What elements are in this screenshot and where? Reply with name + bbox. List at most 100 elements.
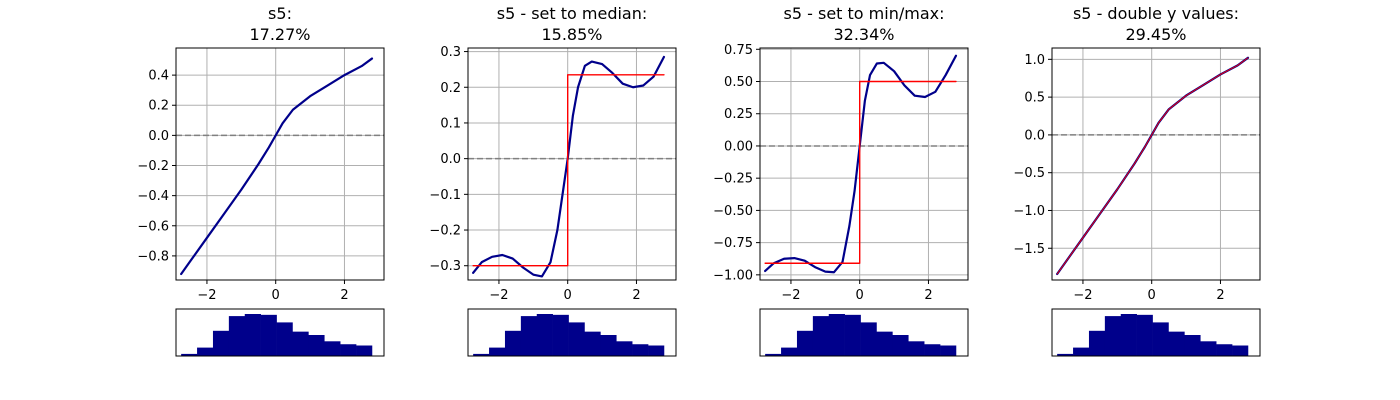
y-tick-label: 0.0 xyxy=(440,152,461,167)
y-tick-label: 0.5 xyxy=(1024,91,1045,106)
curve-line xyxy=(180,57,374,276)
y-tick-label: 0.00 xyxy=(724,139,753,154)
histogram-bar xyxy=(520,316,538,356)
histogram xyxy=(759,308,969,357)
chart-subtitle: 32.34% xyxy=(833,25,894,44)
histogram xyxy=(467,308,677,357)
chart-panel: s5 - set to median: 15.85% −2 0 2 −0.3 −0.2 −0.… xyxy=(429,4,677,357)
plot-frame xyxy=(759,47,969,281)
histogram-bar xyxy=(489,347,506,356)
x-tick-label: 2 xyxy=(632,288,640,303)
histogram-bar xyxy=(292,331,309,356)
histogram-bar xyxy=(1136,314,1153,356)
histogram-bar xyxy=(568,322,585,356)
chart-panel: s5: 17.27% −2 0 2 −0.8 −0.6 −0.4 −0.2 0.0 0.2 0.4 xyxy=(137,4,385,357)
y-tick-label: 0.4 xyxy=(148,69,169,84)
histogram-bar xyxy=(276,322,293,356)
histogram-bar xyxy=(844,314,861,356)
y-tick-label: 0.25 xyxy=(724,107,753,122)
plot-frame xyxy=(1051,47,1261,281)
histogram-bar xyxy=(552,314,569,356)
histogram-bar xyxy=(197,347,214,356)
y-tick-label: 1.0 xyxy=(1024,53,1045,68)
x-tick-label: 0 xyxy=(564,288,572,303)
chart-subtitle: 29.45% xyxy=(1125,25,1186,44)
y-tick-label: −1.0 xyxy=(1013,204,1045,219)
histogram-bar xyxy=(1120,314,1137,356)
histogram xyxy=(175,308,385,357)
histogram-bar xyxy=(473,353,490,356)
histogram-bar xyxy=(1073,347,1090,356)
histogram-bar xyxy=(340,344,357,356)
histogram-bar xyxy=(908,341,925,356)
y-tick-label: −1.00 xyxy=(713,268,753,283)
x-tick-label: 2 xyxy=(924,288,932,303)
y-tick-label: 0.3 xyxy=(440,45,461,60)
plot-frame xyxy=(467,47,677,281)
histogram-bar xyxy=(1200,341,1217,356)
y-tick-label: −0.2 xyxy=(429,224,461,239)
curve-line xyxy=(472,55,666,278)
chart-title: s5: xyxy=(268,4,292,23)
x-tick-label: 0 xyxy=(272,288,280,303)
histogram-frame xyxy=(467,308,677,357)
x-tick-label: 0 xyxy=(1148,288,1156,303)
y-tick-label: −0.75 xyxy=(713,236,753,251)
y-tick-label: 0.2 xyxy=(148,99,169,114)
histogram-bar xyxy=(584,331,601,356)
chart-subtitle: 17.27% xyxy=(249,25,310,44)
chart-title: s5 - set to min/max: xyxy=(784,4,945,23)
chart-subtitle: 15.85% xyxy=(541,25,602,44)
histogram-bar xyxy=(765,353,782,356)
histogram-bar xyxy=(1184,335,1201,356)
histogram-bar xyxy=(308,335,325,356)
histogram-bar xyxy=(812,316,830,356)
x-tick-label: −2 xyxy=(781,288,800,303)
histogram-bar xyxy=(632,344,649,356)
y-tick-label: −0.4 xyxy=(137,189,169,204)
histogram-bar xyxy=(860,322,877,356)
histogram-bar xyxy=(796,330,814,356)
x-tick-label: −2 xyxy=(489,288,508,303)
x-tick-label: 0 xyxy=(856,288,864,303)
chart-panel: s5 - double y values: 29.45% −2 0 2 −1.5 −1.0 −… xyxy=(1013,4,1261,357)
histogram-bar xyxy=(892,335,909,356)
histogram-bar xyxy=(616,341,633,356)
y-tick-label: 0.0 xyxy=(1024,128,1045,143)
histogram-bar xyxy=(356,345,373,356)
histogram-bar xyxy=(1152,322,1169,356)
histogram-bar xyxy=(1216,344,1233,356)
y-tick-label: −1.5 xyxy=(1013,242,1045,257)
histogram-bar xyxy=(1104,316,1122,356)
histogram-bar xyxy=(924,344,941,356)
histogram-bar xyxy=(212,330,230,356)
y-tick-label: −0.25 xyxy=(713,172,753,187)
histogram-frame xyxy=(1051,308,1261,357)
histogram-bar xyxy=(1057,353,1074,356)
histogram-frame xyxy=(759,308,969,357)
histogram-bar xyxy=(940,345,957,356)
x-tick-label: −2 xyxy=(1073,288,1092,303)
histogram-frame xyxy=(175,308,385,357)
histogram-bar xyxy=(828,314,845,356)
histogram-bar xyxy=(876,331,893,356)
histogram-bar xyxy=(260,314,277,356)
y-tick-label: −0.50 xyxy=(713,204,753,219)
x-tick-label: 2 xyxy=(1216,288,1224,303)
step-line xyxy=(472,74,665,267)
histogram-bar xyxy=(781,347,798,356)
y-tick-label: −0.8 xyxy=(137,249,169,264)
y-tick-label: 0.2 xyxy=(440,81,461,96)
x-tick-label: 2 xyxy=(340,288,348,303)
histogram-bar xyxy=(324,341,341,356)
histogram-bar xyxy=(536,314,553,356)
y-tick-label: −0.6 xyxy=(137,219,169,234)
x-tick-label: −2 xyxy=(197,288,216,303)
histogram-bar xyxy=(504,330,522,356)
curve-line xyxy=(764,54,958,274)
curve-line xyxy=(1056,56,1250,276)
histogram-bar xyxy=(228,316,246,356)
histogram-bar xyxy=(1232,345,1249,356)
step-line xyxy=(764,80,957,264)
y-tick-label: −0.3 xyxy=(429,259,461,274)
